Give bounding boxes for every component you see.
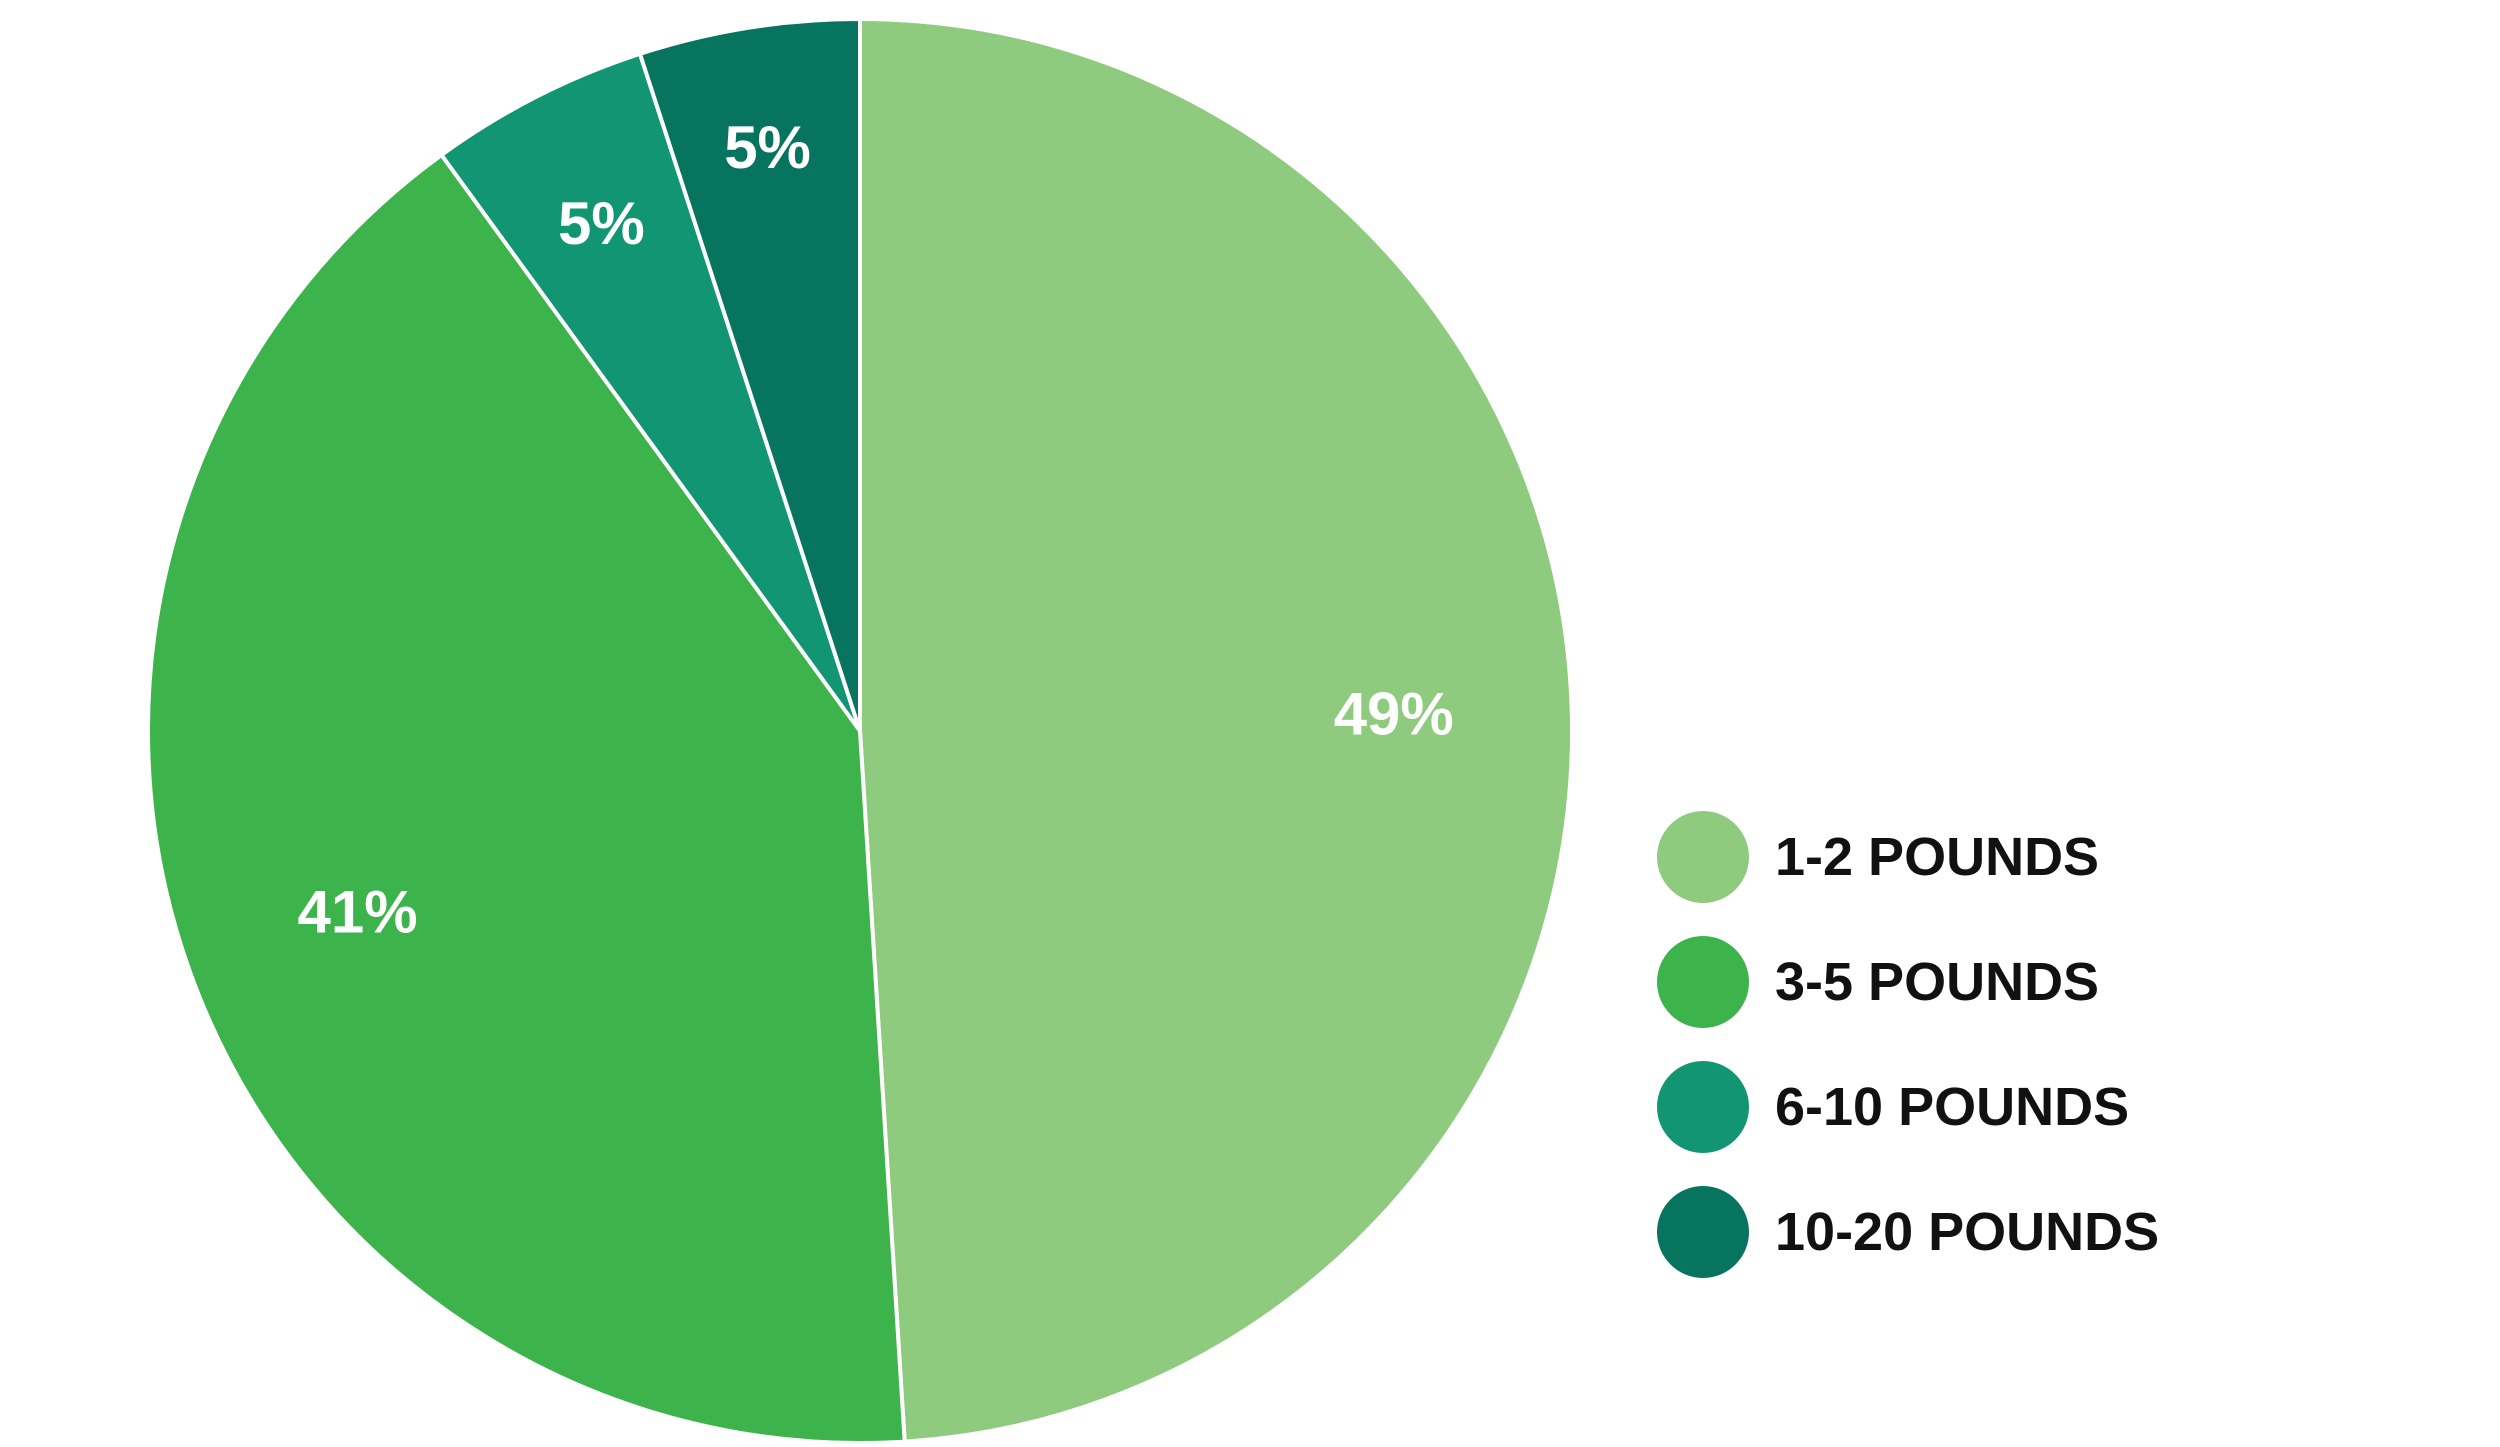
pie-slice-10-20-pounds bbox=[637, 17, 862, 733]
legend-swatch bbox=[1657, 1061, 1749, 1153]
legend-item: 3-5 POUNDS bbox=[1657, 936, 2099, 1028]
pie-slices bbox=[146, 17, 1574, 1445]
legend-item: 1-2 POUNDS bbox=[1657, 811, 2099, 903]
slice-value-label: 5% bbox=[724, 114, 811, 181]
legend-swatch bbox=[1657, 811, 1749, 903]
legend-label: 10-20 POUNDS bbox=[1775, 1202, 2159, 1262]
pie-slice-6-10-pounds bbox=[439, 51, 862, 733]
pie-slice-1-2-pounds bbox=[858, 17, 1574, 1444]
pie-slice-3-5-pounds bbox=[146, 152, 907, 1445]
legend-swatch bbox=[1657, 1186, 1749, 1278]
legend-label: 6-10 POUNDS bbox=[1775, 1077, 2129, 1137]
legend-item: 6-10 POUNDS bbox=[1657, 1061, 2129, 1153]
slice-value-label: 5% bbox=[558, 190, 645, 257]
slice-value-label: 41% bbox=[298, 878, 418, 945]
legend-label: 1-2 POUNDS bbox=[1775, 827, 2099, 887]
legend-item: 10-20 POUNDS bbox=[1657, 1186, 2159, 1278]
slice-value-label: 49% bbox=[1334, 681, 1454, 748]
legend-swatch bbox=[1657, 936, 1749, 1028]
legend: 1-2 POUNDS 3-5 POUNDS 6-10 POUNDS 10-20 POU… bbox=[1657, 811, 2159, 1278]
legend-label: 3-5 POUNDS bbox=[1775, 952, 2099, 1012]
pie-slice-labels: 49% 41% 5% 5% bbox=[298, 114, 1454, 946]
